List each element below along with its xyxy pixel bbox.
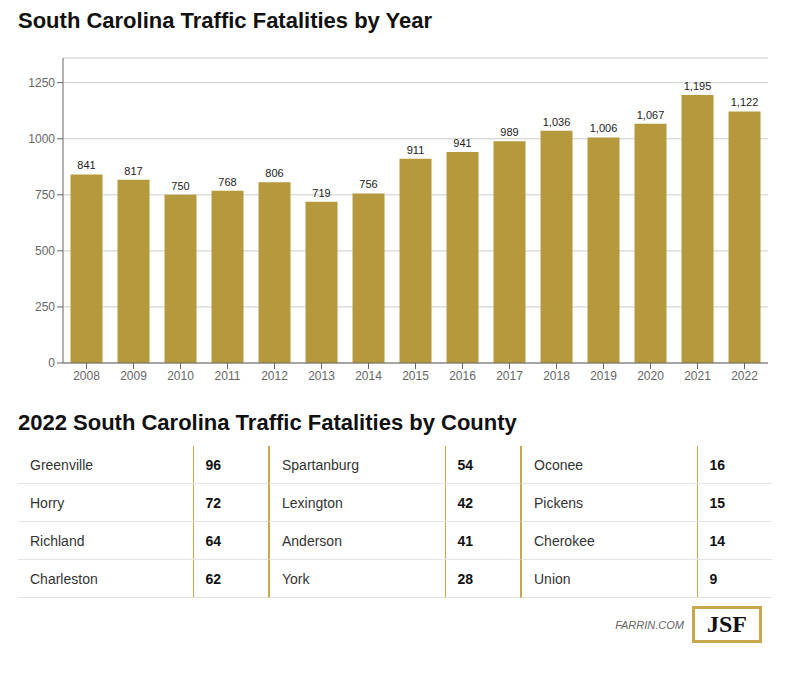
svg-text:1,036: 1,036 — [543, 116, 571, 128]
html-text:York: York — [282, 570, 310, 587]
html-text:62: 62 — [205, 570, 222, 587]
html-text:South Carolina Traffic Fatalit: South Carolina Traffic Fatalities by Yea… — [18, 8, 433, 33]
svg-text:941: 941 — [453, 137, 471, 149]
html-text:72: 72 — [205, 494, 222, 511]
html-text:Pickens: Pickens — [534, 494, 583, 511]
svg-text:2015: 2015 — [402, 369, 429, 383]
html-text:Richland: Richland — [30, 532, 85, 549]
html-text:JSF: JSF — [707, 611, 747, 637]
html-text:Spartanburg: Spartanburg — [282, 456, 360, 473]
svg-text:719: 719 — [312, 187, 330, 199]
svg-text:2019: 2019 — [590, 369, 617, 383]
html-text:FARRIN.COM: FARRIN.COM — [615, 618, 684, 631]
html-text:14: 14 — [709, 532, 726, 549]
svg-text:911: 911 — [407, 144, 425, 156]
svg-text:0: 0 — [48, 356, 55, 370]
html-text:Horry: Horry — [30, 494, 65, 511]
svg-text:2010: 2010 — [167, 369, 194, 383]
svg-text:841: 841 — [77, 159, 95, 171]
html-text:54: 54 — [457, 456, 474, 473]
html-text:Greenville: Greenville — [30, 456, 93, 473]
svg-text:2013: 2013 — [308, 369, 335, 383]
svg-text:2009: 2009 — [120, 369, 147, 383]
svg-text:2017: 2017 — [496, 369, 523, 383]
svg-text:817: 817 — [124, 165, 142, 177]
html-text:96: 96 — [205, 456, 222, 473]
svg-text:2011: 2011 — [215, 369, 241, 383]
svg-text:500: 500 — [35, 244, 55, 258]
svg-text:806: 806 — [265, 167, 283, 179]
svg-text:2008: 2008 — [73, 369, 100, 383]
svg-text:768: 768 — [218, 176, 236, 188]
svg-text:2012: 2012 — [261, 369, 288, 383]
html-text:Union: Union — [534, 570, 571, 587]
svg-text:2021: 2021 — [684, 369, 711, 383]
svg-text:1,067: 1,067 — [637, 109, 665, 121]
svg-text:756: 756 — [359, 178, 377, 190]
svg-text:2014: 2014 — [355, 369, 382, 383]
svg-text:1000: 1000 — [28, 132, 55, 146]
svg-text:750: 750 — [35, 188, 55, 202]
svg-text:2016: 2016 — [449, 369, 476, 383]
svg-text:2020: 2020 — [637, 369, 664, 383]
svg-text:250: 250 — [35, 300, 55, 314]
svg-text:1,195: 1,195 — [684, 80, 712, 92]
html-text:64: 64 — [205, 532, 222, 549]
html-text:9: 9 — [709, 570, 718, 587]
html-text:16: 16 — [709, 456, 726, 473]
svg-text:2022: 2022 — [731, 369, 758, 383]
svg-text:1,006: 1,006 — [590, 122, 618, 134]
html-text:Oconee: Oconee — [534, 456, 583, 473]
html-text:41: 41 — [457, 532, 474, 549]
html-text:Lexington: Lexington — [282, 494, 343, 511]
svg-text:2018: 2018 — [543, 369, 570, 383]
html-text:Cherokee: Cherokee — [534, 532, 595, 549]
svg-text:750: 750 — [171, 180, 189, 192]
svg-text:989: 989 — [500, 126, 518, 138]
html-text:2022 South Carolina Traffic Fa: 2022 South Carolina Traffic Fatalities b… — [18, 410, 517, 435]
html-text:28: 28 — [457, 570, 474, 587]
svg-text:1,122: 1,122 — [731, 96, 759, 108]
html-text:42: 42 — [457, 494, 474, 511]
svg-text:1250: 1250 — [28, 76, 55, 90]
html-text:15: 15 — [709, 494, 726, 511]
html-text:Anderson: Anderson — [282, 532, 342, 549]
html-text:Charleston: Charleston — [30, 570, 98, 587]
